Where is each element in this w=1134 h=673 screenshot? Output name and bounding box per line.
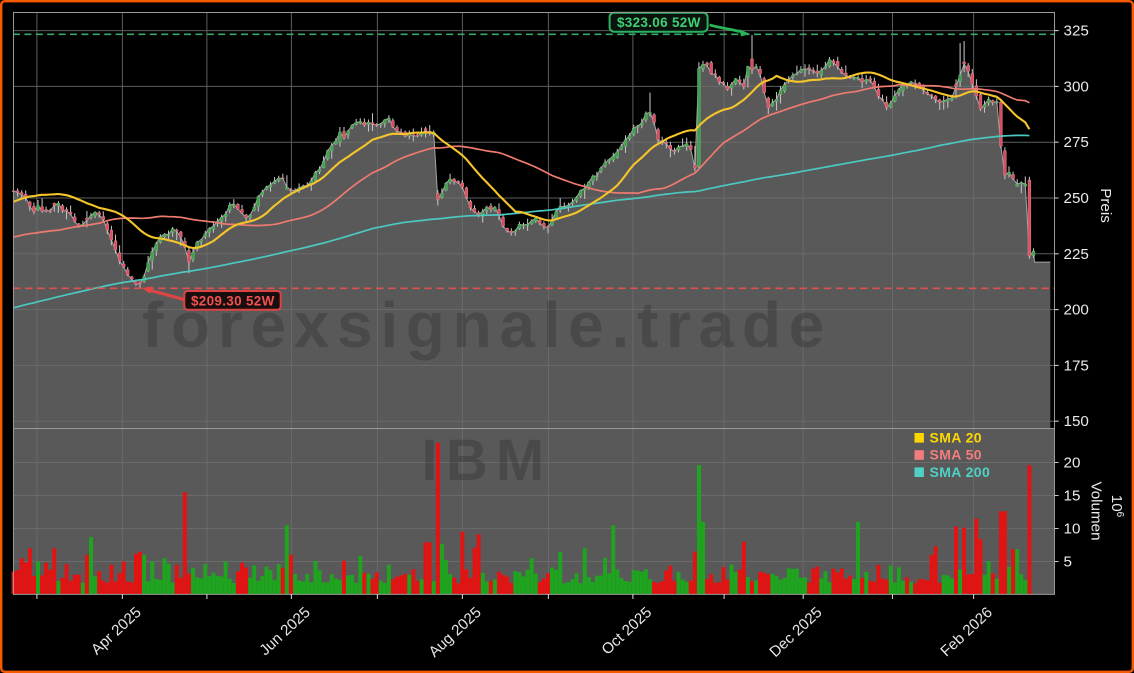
svg-text:20: 20 [1064, 455, 1081, 472]
svg-text:SMA 50: SMA 50 [930, 447, 982, 463]
svg-text:Volumen: Volumen [1088, 481, 1105, 540]
svg-text:250: 250 [1064, 190, 1089, 207]
svg-text:15: 15 [1064, 488, 1081, 505]
svg-text:Preis: Preis [1097, 188, 1114, 223]
svg-text:225: 225 [1064, 246, 1089, 263]
svg-text:5: 5 [1064, 554, 1072, 571]
svg-text:10: 10 [1064, 521, 1081, 538]
svg-text:275: 275 [1064, 134, 1089, 151]
svg-text:SMA 200: SMA 200 [930, 464, 991, 480]
svg-text:325: 325 [1064, 23, 1089, 40]
svg-text:150: 150 [1064, 413, 1089, 430]
svg-text:175: 175 [1064, 357, 1089, 374]
svg-text:$209.30 52W: $209.30 52W [191, 293, 275, 308]
svg-text:200: 200 [1064, 302, 1089, 319]
svg-text:300: 300 [1064, 78, 1089, 95]
svg-text:SMA 20: SMA 20 [930, 429, 982, 445]
svg-text:IBM: IBM [422, 428, 553, 493]
svg-text:$323.06 52W: $323.06 52W [617, 15, 701, 30]
